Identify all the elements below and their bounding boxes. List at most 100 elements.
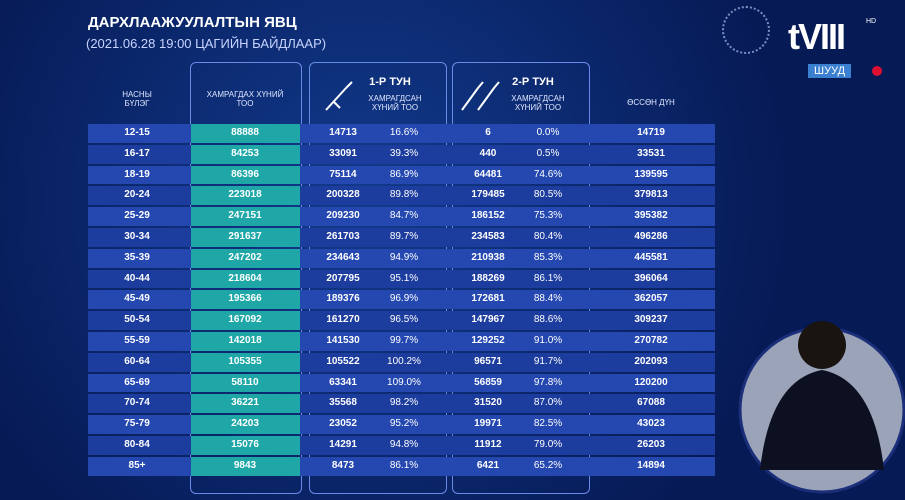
dose2-pct-cell: 97.8% <box>533 376 563 388</box>
dose2-pct-cell: 88.6% <box>533 314 563 326</box>
header-target: ХАМРАГДАХ ХҮНИЙ ТОО <box>206 90 284 108</box>
dose1-pct-cell: 94.8% <box>389 439 419 450</box>
target-cell: 15076 <box>231 439 259 450</box>
age-cell: 18-19 <box>124 168 150 180</box>
total-cell: 120200 <box>634 376 668 388</box>
dose1-pct-cell: 99.7% <box>389 335 419 346</box>
total-cell: 496286 <box>634 231 668 242</box>
dose1-pct-cell: 94.9% <box>389 251 419 263</box>
dose2-pct-cell: 91.0% <box>533 335 563 346</box>
dose1-cell: 207795 <box>326 272 360 284</box>
dose2-pct-cell: 75.3% <box>533 210 563 222</box>
target-cell: 218604 <box>228 272 262 284</box>
target-cell <box>191 352 300 372</box>
target-cell: 195366 <box>228 293 262 305</box>
live-label: ШУУД <box>808 64 852 78</box>
dose1-pct-cell: 89.7% <box>389 231 419 242</box>
interpreter-head <box>798 321 846 369</box>
age-cell: 35-39 <box>124 251 150 263</box>
target-cell <box>191 311 300 330</box>
target-cell <box>191 373 300 393</box>
dose1-cell: 8473 <box>331 459 355 471</box>
dose1-pct-cell: 86.9% <box>389 168 419 180</box>
target-cell: 86396 <box>231 168 259 180</box>
header-dose2: 2-Р ТУН <box>512 76 554 88</box>
dose1-pct-cell: 86.1% <box>389 459 419 471</box>
dose1-pct-cell: 100.2% <box>387 355 421 367</box>
dose1-pct-cell: 84.7% <box>389 210 419 222</box>
target-cell <box>191 207 300 226</box>
target-cell <box>191 144 300 164</box>
dose2-cell: 186152 <box>471 210 505 222</box>
dose1-cell: 14291 <box>329 439 357 450</box>
target-cell: 24203 <box>231 418 259 430</box>
target-cell <box>191 456 300 476</box>
syringe-icons <box>325 81 500 111</box>
header-total: ӨССӨН ДҮН <box>627 98 675 107</box>
age-cell: 20-24 <box>124 189 150 201</box>
total-cell: 202093 <box>634 355 668 367</box>
total-cell: 33531 <box>637 147 665 159</box>
total-cell: 379813 <box>634 189 668 201</box>
age-cell: 70-74 <box>124 397 150 409</box>
total-cell: 26203 <box>637 439 665 450</box>
header-dose1: 1-Р ТУН <box>369 76 411 88</box>
dose2-pct-cell: 85.3% <box>533 251 563 263</box>
dose2-cell: 147967 <box>471 314 505 326</box>
total-cell: 362057 <box>634 293 668 305</box>
dose2-cell: 210938 <box>471 251 505 263</box>
target-cell: 247151 <box>228 210 262 222</box>
interpreter-figure <box>760 370 884 470</box>
dose1-pct-cell: 89.8% <box>389 189 419 201</box>
dose2-cell: 96571 <box>474 355 502 367</box>
dose2-cell: 188269 <box>471 272 505 284</box>
target-cell: 223018 <box>228 189 262 201</box>
total-cell: 309237 <box>634 314 668 326</box>
dose1-pct-cell: 98.2% <box>389 397 419 409</box>
age-cell: 30-34 <box>124 231 150 242</box>
target-cell <box>191 248 300 268</box>
dose1-cell: 23052 <box>329 418 357 430</box>
target-cell: 142018 <box>228 335 262 346</box>
subtitle: (2021.06.28 19:00 ЦАГИЙН БАЙДЛААР) <box>86 36 327 51</box>
dose1-pct-cell: 95.2% <box>389 418 419 430</box>
dose1-cell: 35568 <box>329 397 357 409</box>
dose1-cell: 200328 <box>326 189 360 201</box>
dose1-cell: 161270 <box>326 314 360 326</box>
dose2-pct-cell: 74.6% <box>533 168 563 180</box>
target-cell: 9843 <box>233 459 257 471</box>
age-cell: 80-84 <box>124 439 150 450</box>
dose1-pct-cell: 95.1% <box>389 272 419 284</box>
dose1-cell: 63341 <box>329 376 357 388</box>
dose2-cell: 129252 <box>471 335 505 346</box>
header-dose1-sub: ХАМРАГДСАН ХҮНИЙ ТОО <box>368 94 422 112</box>
live-dot <box>872 66 882 76</box>
dose2-pct-cell: 80.4% <box>533 231 563 242</box>
dose1-cell: 141530 <box>326 335 360 346</box>
total-cell: 395382 <box>634 210 668 222</box>
target-cell <box>191 332 300 351</box>
age-cell: 85+ <box>128 459 146 471</box>
dose1-cell: 189376 <box>326 293 360 305</box>
target-cell: 58110 <box>231 376 259 388</box>
age-cell: 45-49 <box>124 293 150 305</box>
target-cell: 36221 <box>231 397 259 409</box>
dose2-pct-cell: 80.5% <box>533 189 563 201</box>
header-dose2-sub: ХАМРАГДСАН ХҮНИЙ ТОО <box>511 94 565 112</box>
olympic-logo <box>722 6 770 54</box>
age-cell: 40-44 <box>124 272 150 284</box>
header-age: НАСНЫ БҮЛЭГ <box>122 90 152 108</box>
age-cell: 75-79 <box>124 418 150 430</box>
dose2-pct-cell: 86.1% <box>533 272 563 284</box>
target-cell <box>191 165 300 185</box>
dose1-pct-cell: 16.6% <box>389 127 419 138</box>
dose2-pct-cell: 0.5% <box>536 147 560 159</box>
target-cell: 84253 <box>231 147 259 159</box>
age-cell: 16-17 <box>124 147 150 159</box>
total-cell: 43023 <box>637 418 665 430</box>
age-cell: 12-15 <box>124 127 150 138</box>
age-cell: 60-64 <box>124 355 150 367</box>
dose2-cell: 6 <box>485 127 491 138</box>
